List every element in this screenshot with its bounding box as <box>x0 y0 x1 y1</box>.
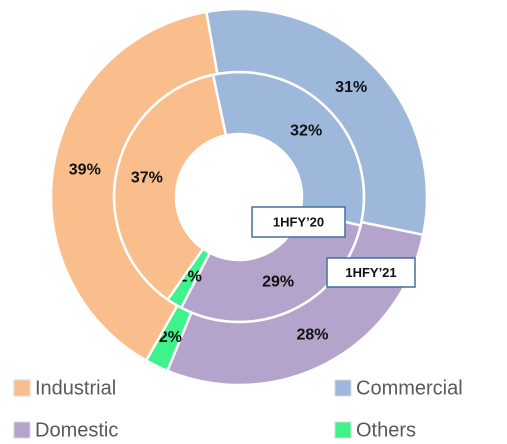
legend-swatch <box>13 421 31 439</box>
value-label: 39% <box>69 162 101 179</box>
legend-label: Domestic <box>35 419 118 441</box>
donut-segment <box>204 7 429 237</box>
value-label: 28% <box>296 326 328 343</box>
value-label: 37% <box>131 170 163 187</box>
series-label-box <box>326 257 416 288</box>
series-label-box <box>251 206 346 238</box>
legend-label: Industrial <box>35 377 116 399</box>
legend-swatch <box>334 421 352 439</box>
value-label: 29% <box>262 274 294 291</box>
legend-swatch <box>334 379 352 397</box>
series-label: 1HFY’20 <box>273 214 324 229</box>
value-label: 32% <box>290 122 322 139</box>
series-label: 1HFY’21 <box>345 265 396 280</box>
value-label: 2% <box>159 329 182 346</box>
donut-segment <box>49 10 219 363</box>
legend-swatch <box>13 379 31 397</box>
value-label: 31% <box>335 79 367 96</box>
legend-label: Commercial <box>356 377 463 399</box>
legend-label: Others <box>356 419 416 441</box>
